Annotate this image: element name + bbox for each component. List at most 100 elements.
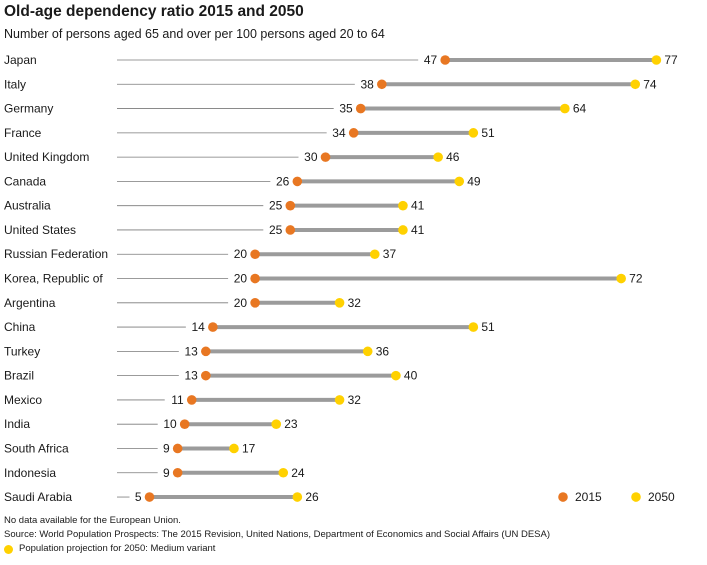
country-label: United States bbox=[4, 223, 76, 237]
country-label: Canada bbox=[4, 174, 46, 188]
point-2050 bbox=[651, 55, 662, 65]
point-2050 bbox=[334, 395, 345, 405]
point-2015 bbox=[440, 55, 450, 65]
country-label: Korea, Republic of bbox=[4, 272, 103, 286]
value-label-2015: 5 bbox=[135, 490, 142, 504]
value-label-2015: 47 bbox=[424, 53, 438, 67]
point-2050 bbox=[362, 346, 373, 357]
value-label-2015: 10 bbox=[163, 417, 177, 431]
country-label: Argentina bbox=[4, 296, 56, 310]
point-2015 bbox=[201, 346, 211, 357]
chart-title: Old-age dependency ratio 2015 and 2050 bbox=[4, 3, 304, 20]
footer-projection: Population projection for 2050: Medium v… bbox=[4, 542, 550, 556]
point-2015 bbox=[250, 273, 260, 284]
country-label: France bbox=[4, 126, 42, 140]
projection-dot-icon bbox=[4, 544, 13, 554]
legend-label-2050: 2050 bbox=[648, 490, 675, 504]
point-2050 bbox=[334, 298, 345, 308]
point-2015 bbox=[179, 419, 190, 430]
value-label-2050: 40 bbox=[404, 369, 418, 383]
country-label: Australia bbox=[4, 199, 51, 213]
value-label-2015: 20 bbox=[234, 296, 248, 310]
country-label: South Africa bbox=[4, 441, 69, 455]
point-2050 bbox=[292, 492, 303, 502]
value-label-2015: 20 bbox=[234, 247, 248, 261]
point-2050 bbox=[616, 273, 626, 284]
country-label: Italy bbox=[4, 77, 26, 91]
value-label-2015: 38 bbox=[360, 77, 374, 91]
point-2015 bbox=[250, 298, 260, 308]
point-2015 bbox=[172, 467, 183, 478]
value-label-2050: 77 bbox=[664, 53, 678, 67]
value-label-2050: 37 bbox=[383, 247, 397, 261]
value-label-2050: 74 bbox=[643, 77, 657, 91]
point-2015 bbox=[201, 370, 211, 381]
point-2050 bbox=[391, 370, 401, 381]
country-label: Mexico bbox=[4, 393, 42, 407]
value-label-2050: 32 bbox=[348, 393, 362, 407]
point-2015 bbox=[285, 225, 296, 235]
point-2050 bbox=[468, 322, 479, 332]
value-label-2050: 36 bbox=[376, 344, 390, 358]
legend-label-2015: 2015 bbox=[575, 490, 602, 504]
point-2050 bbox=[398, 225, 408, 235]
point-2050 bbox=[229, 443, 239, 454]
point-2015 bbox=[320, 152, 331, 162]
point-2050 bbox=[630, 79, 641, 90]
point-2015 bbox=[355, 103, 366, 114]
point-2015 bbox=[144, 492, 155, 502]
point-2015 bbox=[285, 200, 296, 211]
value-label-2015: 35 bbox=[339, 102, 353, 116]
legend-marker-2050 bbox=[631, 492, 641, 502]
value-label-2015: 34 bbox=[332, 126, 346, 140]
point-2050 bbox=[271, 419, 282, 430]
value-label-2050: 26 bbox=[305, 490, 319, 504]
point-2015 bbox=[172, 443, 183, 454]
footer-projection-text: Population projection for 2050: Medium v… bbox=[19, 543, 216, 554]
value-label-2050: 32 bbox=[348, 296, 362, 310]
footer: No data available for the European Union… bbox=[4, 514, 550, 556]
country-label: Russian Federation bbox=[4, 247, 108, 261]
value-label-2015: 30 bbox=[304, 150, 318, 164]
country-label: Japan bbox=[4, 53, 37, 67]
value-label-2050: 23 bbox=[284, 417, 298, 431]
value-label-2015: 25 bbox=[269, 223, 283, 237]
point-2050 bbox=[369, 249, 380, 260]
value-label-2050: 72 bbox=[629, 272, 643, 286]
point-2015 bbox=[208, 322, 218, 332]
point-2050 bbox=[398, 200, 408, 211]
legend-marker-2015 bbox=[558, 492, 568, 502]
point-2050 bbox=[454, 176, 465, 187]
dot-plot: Japan 47 77 Italy 38 74 Germany 35 64 France 34 51 U… bbox=[4, 53, 678, 504]
point-2015 bbox=[377, 79, 387, 90]
country-label: Turkey bbox=[4, 344, 40, 358]
point-2050 bbox=[433, 152, 443, 162]
value-label-2050: 41 bbox=[411, 223, 425, 237]
country-label: China bbox=[4, 320, 36, 334]
country-label: India bbox=[4, 417, 30, 431]
value-label-2050: 51 bbox=[481, 126, 495, 140]
value-label-2015: 9 bbox=[163, 466, 170, 480]
value-label-2015: 13 bbox=[184, 369, 198, 383]
value-label-2015: 13 bbox=[184, 344, 198, 358]
chart-subtitle: Number of persons aged 65 and over per 1… bbox=[4, 27, 385, 41]
point-2050 bbox=[278, 467, 289, 478]
value-label-2015: 14 bbox=[192, 320, 206, 334]
point-2050 bbox=[560, 103, 570, 114]
value-label-2015: 11 bbox=[171, 393, 184, 407]
point-2015 bbox=[348, 128, 359, 138]
point-2015 bbox=[186, 395, 197, 405]
country-label: Saudi Arabia bbox=[4, 490, 72, 504]
footer-source: Source: World Population Prospects: The … bbox=[4, 529, 550, 540]
value-label-2050: 64 bbox=[573, 102, 587, 116]
value-label-2050: 41 bbox=[411, 199, 425, 213]
point-2015 bbox=[292, 176, 303, 187]
value-label-2015: 9 bbox=[163, 441, 170, 455]
value-label-2050: 17 bbox=[242, 441, 256, 455]
value-label-2050: 24 bbox=[291, 466, 305, 480]
point-2050 bbox=[468, 128, 479, 138]
value-label-2015: 20 bbox=[234, 272, 248, 286]
country-label: United Kingdom bbox=[4, 150, 89, 164]
value-label-2050: 49 bbox=[467, 174, 481, 188]
country-label: Indonesia bbox=[4, 466, 56, 480]
